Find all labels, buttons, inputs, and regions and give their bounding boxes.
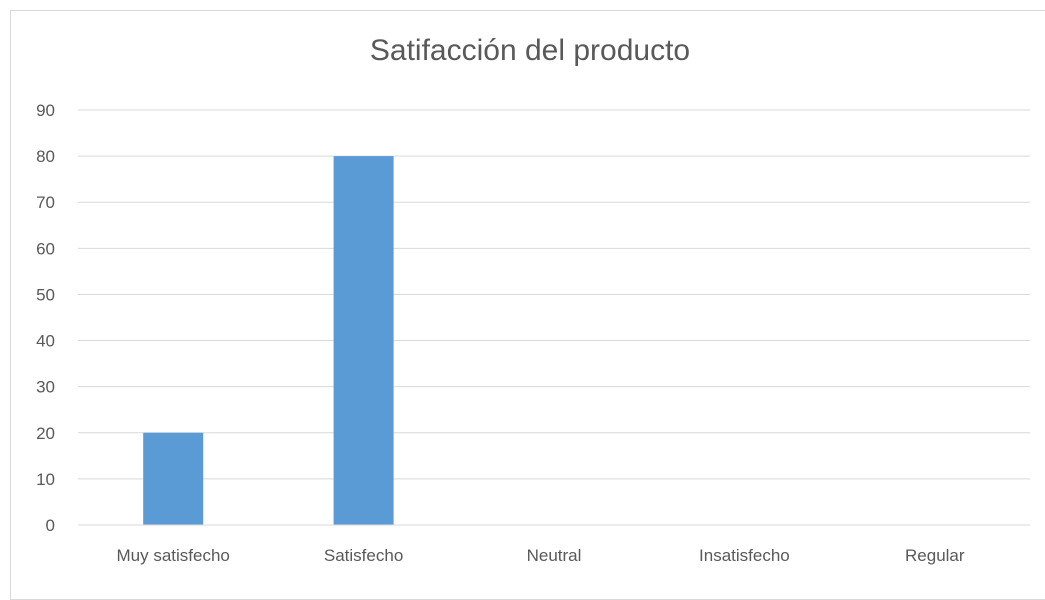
x-category-label: Muy satisfecho — [117, 546, 230, 565]
bar-satisfecho — [333, 156, 394, 525]
bar-chart: 0 10 20 30 40 50 60 70 80 90 Muy satisfecho Satisf… — [36, 101, 1030, 565]
y-tick-label: 70 — [36, 193, 55, 212]
y-tick-label: 50 — [36, 285, 55, 304]
x-category-label: Neutral — [527, 546, 582, 565]
y-tick-label: 60 — [36, 239, 55, 258]
y-tick-label: 20 — [36, 424, 55, 443]
y-tick-label: 40 — [36, 332, 55, 351]
y-tick-label: 0 — [46, 516, 55, 535]
chart-title: Satifacción del producto — [369, 34, 691, 67]
x-category-label: Insatisfecho — [699, 546, 790, 565]
bars — [143, 156, 394, 525]
y-tick-label: 80 — [36, 147, 55, 166]
y-tick-label: 10 — [36, 470, 55, 489]
y-tick-label: 90 — [36, 101, 55, 120]
x-category-label: Satisfecho — [324, 546, 403, 565]
x-category-label: Regular — [905, 546, 965, 565]
y-axis-labels: 0 10 20 30 40 50 60 70 80 90 — [36, 101, 55, 535]
x-axis-labels: Muy satisfecho Satisfecho Neutral Insatisfe… — [117, 546, 965, 565]
gridlines — [78, 109, 1030, 480]
bar-muy-satisfecho — [143, 432, 204, 525]
y-tick-label: 30 — [36, 378, 55, 397]
